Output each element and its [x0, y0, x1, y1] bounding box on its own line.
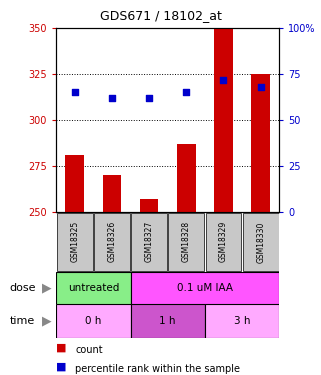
Text: ■: ■	[56, 362, 67, 372]
Bar	[243, 213, 279, 271]
Point	[221, 76, 226, 82]
Text: count: count	[75, 345, 103, 355]
Bar	[251, 74, 270, 212]
Bar	[169, 213, 204, 271]
Bar	[131, 304, 205, 338]
Text: percentile rank within the sample: percentile rank within the sample	[75, 364, 240, 374]
Bar	[56, 272, 131, 304]
Bar	[140, 199, 159, 212]
Text: GSM18327: GSM18327	[145, 221, 154, 262]
Point	[72, 90, 77, 96]
Text: GSM18329: GSM18329	[219, 221, 228, 262]
Bar	[65, 155, 84, 212]
Point	[258, 84, 263, 90]
Text: GDS671 / 18102_at: GDS671 / 18102_at	[100, 9, 221, 22]
Text: ▶: ▶	[42, 281, 51, 294]
Text: GSM18326: GSM18326	[108, 221, 117, 262]
Text: GSM18325: GSM18325	[70, 221, 79, 262]
Bar	[214, 28, 233, 212]
Text: 1 h: 1 h	[160, 316, 176, 326]
Point	[184, 90, 189, 96]
Bar	[131, 272, 279, 304]
Bar	[206, 213, 241, 271]
Bar	[57, 213, 93, 271]
Text: GSM18330: GSM18330	[256, 221, 265, 262]
Text: untreated: untreated	[68, 283, 119, 293]
Text: 0 h: 0 h	[85, 316, 101, 326]
Point	[147, 95, 152, 101]
Text: dose: dose	[10, 283, 36, 293]
Bar	[103, 175, 121, 212]
Text: GSM18328: GSM18328	[182, 221, 191, 262]
Bar	[94, 213, 130, 271]
Bar	[177, 144, 195, 212]
Text: ▶: ▶	[42, 314, 51, 327]
Bar	[205, 304, 279, 338]
Bar	[131, 213, 167, 271]
Point	[109, 95, 115, 101]
Text: time: time	[10, 316, 35, 326]
Text: 3 h: 3 h	[234, 316, 250, 326]
Bar	[56, 304, 131, 338]
Text: 0.1 uM IAA: 0.1 uM IAA	[177, 283, 233, 293]
Text: ■: ■	[56, 343, 67, 353]
